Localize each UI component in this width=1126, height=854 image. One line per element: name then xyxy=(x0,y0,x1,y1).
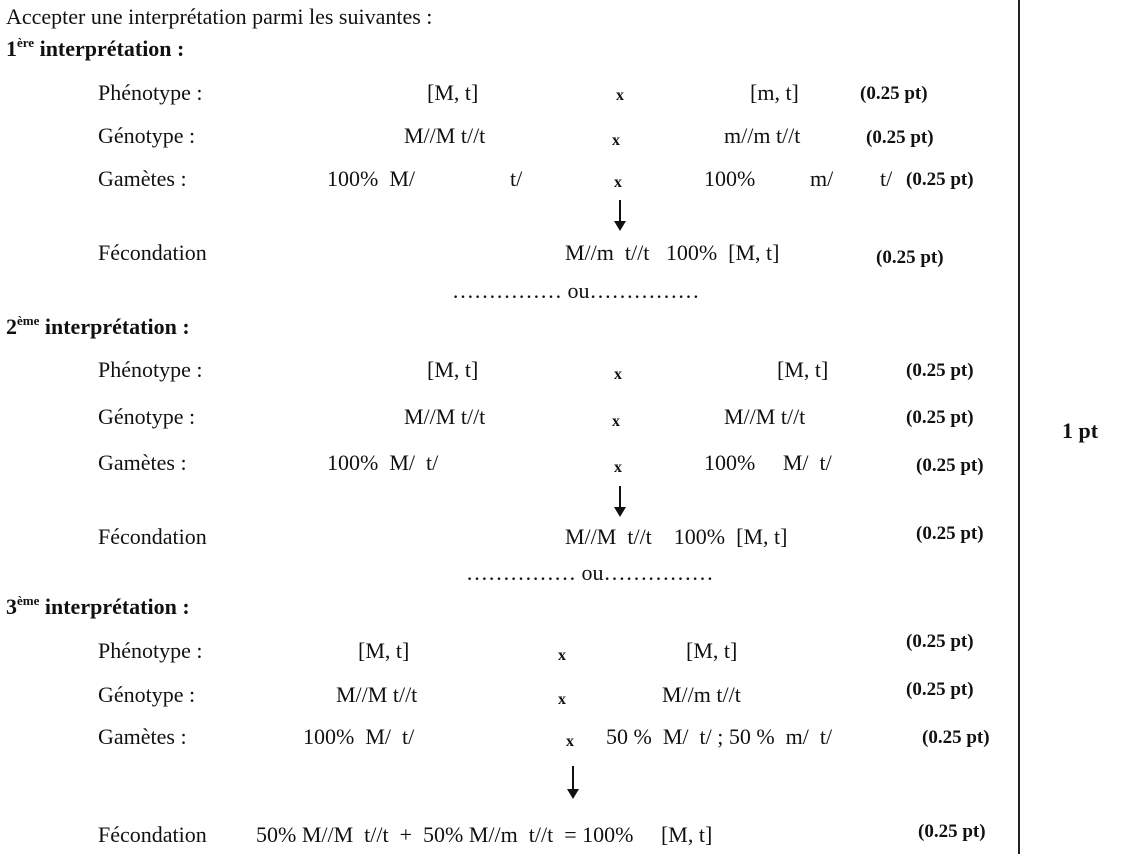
interp2-fecondation-points: (0.25 pt) xyxy=(916,523,984,544)
interp3-gametes-points: (0.25 pt) xyxy=(922,727,990,748)
interp2-heading: 2ème interprétation : xyxy=(6,313,190,339)
interp1-gametes-cross: x xyxy=(614,174,622,191)
interp3-phenotype-p1: [M, t] xyxy=(358,638,410,663)
interp3-label: interprétation : xyxy=(39,594,190,619)
intro-text: Accepter une interprétation parmi les su… xyxy=(6,4,433,29)
interp3-phenotype-p2: [M, t] xyxy=(686,638,738,663)
interp3-phenotype-cross: x xyxy=(558,647,566,664)
interp3-phenotype-points: (0.25 pt) xyxy=(906,631,974,652)
interp1-phenotype-p2: [m, t] xyxy=(750,80,799,105)
interp1-ou-separator: …………… ou…………… xyxy=(452,278,700,303)
interp2-gametes-label: Gamètes : xyxy=(98,450,187,475)
interp3-fecondation-points: (0.25 pt) xyxy=(918,821,986,842)
interp1-gametes-g2c: t/ xyxy=(880,166,893,191)
interp3-down-arrow-icon xyxy=(567,766,579,799)
interp2-genotype-cross: x xyxy=(612,413,620,430)
interp2-label: interprétation : xyxy=(39,314,190,339)
interp2-phenotype-points: (0.25 pt) xyxy=(906,360,974,381)
interp2-sup: ème xyxy=(17,313,40,328)
interp1-gametes-label: Gamètes : xyxy=(98,166,187,191)
interp3-sup: ème xyxy=(17,593,40,608)
score-label: 1 pt xyxy=(1062,418,1099,443)
interp2-ou-separator: …………… ou…………… xyxy=(466,560,714,585)
interp3-number: 3 xyxy=(6,594,17,619)
interp3-genotype-points: (0.25 pt) xyxy=(906,679,974,700)
interp3-gametes-g2: 50 % M/ t/ ; 50 % m/ t/ xyxy=(606,724,833,749)
interp2-genotype-g2: M//M t//t xyxy=(724,404,806,429)
interp3-phenotype-label: Phénotype : xyxy=(98,638,203,663)
interp1-gametes-g2a: 100% xyxy=(704,166,756,191)
interp2-down-arrow-icon xyxy=(614,486,626,517)
interp1-number: 1 xyxy=(6,36,17,61)
interp1-gametes-g1a: 100% M/ xyxy=(327,166,415,191)
interp2-gametes-points: (0.25 pt) xyxy=(916,455,984,476)
interp2-fecondation-result: M//M t//t 100% [M, t] xyxy=(565,524,788,549)
interp2-fecondation-label: Fécondation xyxy=(98,524,207,549)
interp2-number: 2 xyxy=(6,314,17,339)
interp1-phenotype-cross: x xyxy=(616,87,624,104)
interp1-phenotype-p1: [M, t] xyxy=(427,80,479,105)
interp3-genotype-g2: M//m t//t xyxy=(662,682,741,707)
interp2-phenotype-p1: [M, t] xyxy=(427,357,479,382)
interp3-gametes-g1: 100% M/ t/ xyxy=(303,724,415,749)
interp1-gametes-points: (0.25 pt) xyxy=(906,169,974,190)
interp2-phenotype-label: Phénotype : xyxy=(98,357,203,382)
interp2-gametes-g1: 100% M/ t/ xyxy=(327,450,439,475)
interp1-phenotype-label: Phénotype : xyxy=(98,80,203,105)
interp1-heading: 1ère interprétation : xyxy=(6,35,185,61)
interp2-phenotype-p2: [M, t] xyxy=(777,357,829,382)
interp3-genotype-label: Génotype : xyxy=(98,682,196,707)
interp2-genotype-label: Génotype : xyxy=(98,404,196,429)
interp2-genotype-points: (0.25 pt) xyxy=(906,407,974,428)
interp1-fecondation-points: (0.25 pt) xyxy=(876,247,944,268)
interp2-gametes-g2: 100% M/ t/ xyxy=(704,450,832,475)
interp3-fecondation-result: 50% M//M t//t + 50% M//m t//t = 100% [M,… xyxy=(256,822,713,847)
interp1-genotype-g2: m//m t//t xyxy=(724,123,801,148)
interp2-genotype-g1: M//M t//t xyxy=(404,404,486,429)
interp1-label: interprétation : xyxy=(34,36,185,61)
interp1-phenotype-points: (0.25 pt) xyxy=(860,83,928,104)
interp2-gametes-cross: x xyxy=(614,459,622,476)
interp3-fecondation-label: Fécondation xyxy=(98,822,207,847)
interp1-genotype-label: Génotype : xyxy=(98,123,196,148)
interp2-phenotype-cross: x xyxy=(614,366,622,383)
interp1-genotype-g1: M//M t//t xyxy=(404,123,486,148)
interp1-fecondation-label: Fécondation xyxy=(98,240,207,265)
interp1-fecondation-result: M//m t//t 100% [M, t] xyxy=(565,240,780,265)
interp1-sup: ère xyxy=(17,35,35,50)
interp1-genotype-cross: x xyxy=(612,132,620,149)
column-divider xyxy=(1018,0,1020,854)
interp3-gametes-cross: x xyxy=(566,733,574,750)
interp1-genotype-points: (0.25 pt) xyxy=(866,127,934,148)
interp3-heading: 3ème interprétation : xyxy=(6,593,190,619)
interp3-genotype-g1: M//M t//t xyxy=(336,682,418,707)
interp1-gametes-g1b: t/ xyxy=(510,166,523,191)
interp1-gametes-g2b: m/ xyxy=(810,166,834,191)
interp3-gametes-label: Gamètes : xyxy=(98,724,187,749)
interp3-genotype-cross: x xyxy=(558,691,566,708)
interp1-down-arrow-icon xyxy=(614,200,626,231)
